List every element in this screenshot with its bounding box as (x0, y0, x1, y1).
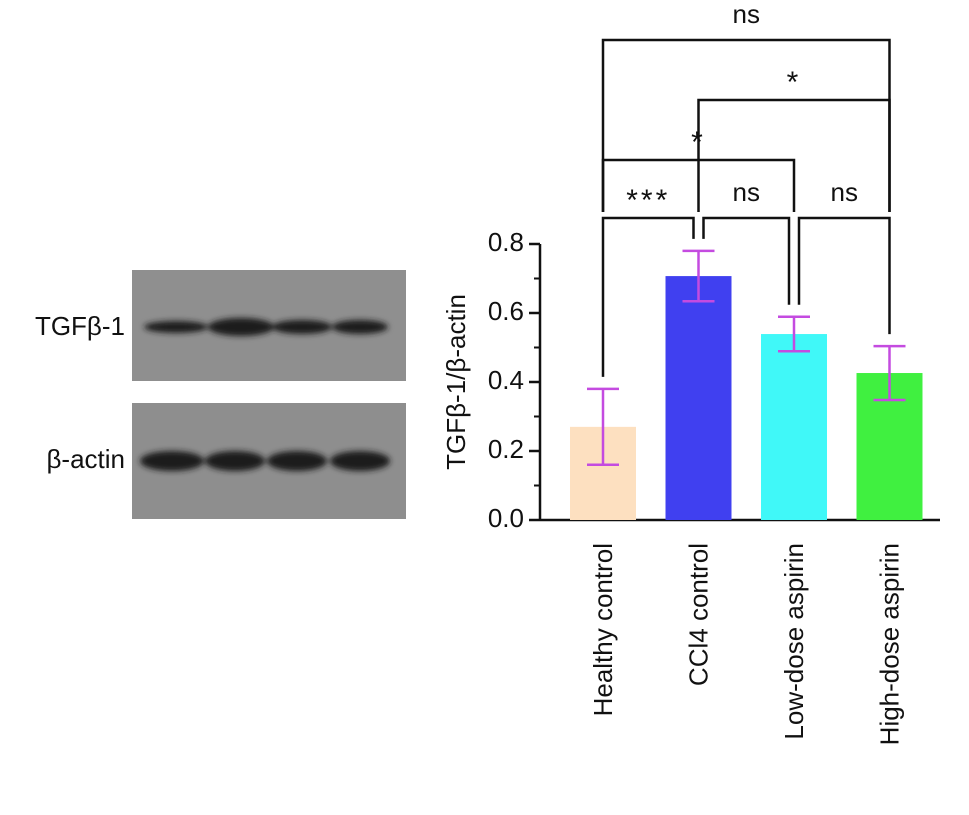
y-tick-label: 0.6 (488, 296, 524, 326)
significance-label: *** (626, 184, 670, 217)
significance-label: ns (733, 177, 760, 207)
x-tick-label: High-dose aspirin (874, 543, 904, 745)
y-tick-label: 0.4 (488, 365, 524, 395)
significance-label: ns (831, 177, 858, 207)
blot-bands (140, 318, 390, 471)
x-tick-label: Low-dose aspirin (779, 543, 809, 740)
bar (761, 334, 827, 520)
significance-label: ns (733, 0, 760, 29)
y-axis-label: TGFβ-1/β-actin (441, 294, 471, 470)
bar (665, 276, 732, 520)
significance-label: * (787, 66, 802, 99)
y-tick-label: 0.8 (488, 227, 524, 257)
x-tick-label: Healthy control (588, 543, 618, 716)
significance-label: * (691, 126, 706, 159)
significance-bracket (601, 216, 695, 377)
blot-label: TGFβ-1 (35, 311, 125, 341)
western-blot: TGFβ-1 β-actin (35, 270, 406, 519)
significance-bracket (797, 216, 891, 335)
significance-bracket (601, 38, 891, 212)
y-tick-label: 0.2 (488, 434, 524, 464)
x-tick-label: CCl4 control (683, 543, 713, 686)
significance-bracket (702, 216, 791, 305)
blot-label: β-actin (46, 444, 125, 474)
y-tick-label: 0.0 (488, 503, 524, 533)
